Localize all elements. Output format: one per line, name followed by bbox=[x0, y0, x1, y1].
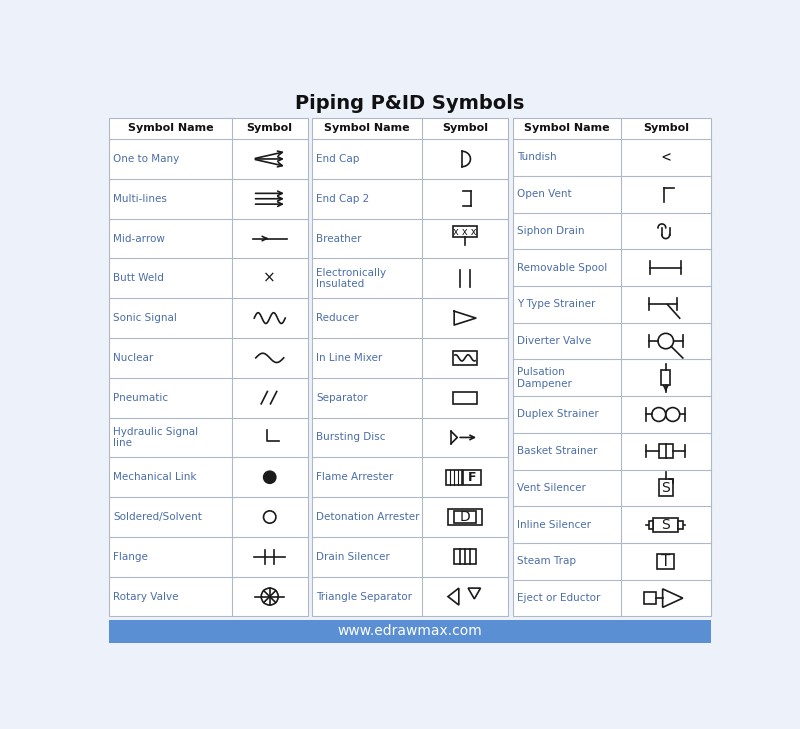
Text: One to Many: One to Many bbox=[113, 154, 179, 164]
Bar bbox=[654, 518, 678, 531]
Bar bbox=[678, 521, 682, 529]
Text: Inline Silencer: Inline Silencer bbox=[517, 520, 591, 530]
Text: Symbol Name: Symbol Name bbox=[324, 123, 410, 133]
Circle shape bbox=[263, 471, 276, 483]
Text: Siphon Drain: Siphon Drain bbox=[517, 226, 585, 236]
Text: S: S bbox=[662, 518, 670, 531]
Text: Basket Strainer: Basket Strainer bbox=[517, 446, 598, 456]
Text: Steam Trap: Steam Trap bbox=[517, 556, 576, 566]
Text: Y Type Strainer: Y Type Strainer bbox=[517, 300, 595, 309]
Text: Rotary Valve: Rotary Valve bbox=[113, 591, 178, 601]
Bar bbox=[446, 469, 462, 485]
Bar bbox=[110, 117, 308, 617]
Text: Triangle Separator: Triangle Separator bbox=[316, 591, 412, 601]
Text: Piping P&ID Symbols: Piping P&ID Symbols bbox=[295, 94, 525, 113]
Text: End Cap: End Cap bbox=[316, 154, 360, 164]
Text: Open Vent: Open Vent bbox=[517, 189, 571, 199]
Text: ×: × bbox=[263, 270, 276, 286]
Text: Breather: Breather bbox=[316, 233, 362, 243]
Text: Electronically
Insulated: Electronically Insulated bbox=[316, 268, 386, 289]
Text: Removable Spool: Removable Spool bbox=[517, 262, 607, 273]
Text: Mechanical Link: Mechanical Link bbox=[113, 472, 197, 482]
Text: In Line Mixer: In Line Mixer bbox=[316, 353, 382, 363]
Text: Duplex Strainer: Duplex Strainer bbox=[517, 410, 598, 419]
Text: Drain Silencer: Drain Silencer bbox=[316, 552, 390, 562]
Bar bbox=[658, 444, 673, 458]
Bar bbox=[448, 510, 482, 525]
Text: Multi-lines: Multi-lines bbox=[113, 194, 167, 203]
Text: Bursting Disc: Bursting Disc bbox=[316, 432, 386, 443]
Text: Separator: Separator bbox=[316, 393, 368, 402]
Text: Symbol: Symbol bbox=[442, 123, 488, 133]
Text: Soldered/Solvent: Soldered/Solvent bbox=[113, 512, 202, 522]
Text: S: S bbox=[662, 481, 670, 495]
Text: Reducer: Reducer bbox=[316, 313, 359, 323]
Text: Vent Silencer: Vent Silencer bbox=[517, 483, 586, 493]
Bar bbox=[513, 117, 710, 617]
Text: D: D bbox=[460, 510, 470, 524]
Text: Symbol Name: Symbol Name bbox=[128, 123, 214, 133]
Text: x x x: x x x bbox=[454, 227, 477, 237]
Text: Mid-arrow: Mid-arrow bbox=[113, 233, 165, 243]
Bar bbox=[110, 620, 710, 643]
Text: Flame Arrester: Flame Arrester bbox=[316, 472, 394, 482]
Bar bbox=[649, 521, 654, 529]
Bar bbox=[658, 554, 674, 569]
Text: Detonation Arrester: Detonation Arrester bbox=[316, 512, 420, 522]
Text: Diverter Valve: Diverter Valve bbox=[517, 336, 591, 346]
Text: Symbol: Symbol bbox=[642, 123, 689, 133]
Text: Flange: Flange bbox=[113, 552, 148, 562]
Bar bbox=[312, 117, 509, 617]
Bar bbox=[453, 391, 478, 404]
Text: Pneumatic: Pneumatic bbox=[113, 393, 168, 402]
Text: Symbol Name: Symbol Name bbox=[524, 123, 610, 133]
Text: Sonic Signal: Sonic Signal bbox=[113, 313, 177, 323]
Text: Tundish: Tundish bbox=[517, 152, 557, 163]
Bar bbox=[454, 549, 476, 564]
Text: <: < bbox=[661, 150, 670, 165]
Text: Hydraulic Signal
line: Hydraulic Signal line bbox=[113, 426, 198, 448]
Text: Nuclear: Nuclear bbox=[113, 353, 154, 363]
Text: Pulsation
Dampener: Pulsation Dampener bbox=[517, 367, 572, 389]
Bar bbox=[454, 226, 477, 237]
Bar bbox=[463, 469, 481, 485]
Text: Symbol: Symbol bbox=[246, 123, 293, 133]
Text: Butt Weld: Butt Weld bbox=[113, 273, 164, 284]
Bar bbox=[453, 351, 478, 364]
Text: www.edrawmax.com: www.edrawmax.com bbox=[338, 624, 482, 638]
Text: End Cap 2: End Cap 2 bbox=[316, 194, 370, 203]
Text: Eject or Eductor: Eject or Eductor bbox=[517, 593, 600, 603]
Text: F: F bbox=[468, 471, 476, 484]
Text: T: T bbox=[661, 554, 670, 569]
Bar bbox=[644, 592, 657, 604]
Bar bbox=[454, 511, 476, 523]
Bar bbox=[661, 370, 670, 386]
Bar bbox=[658, 480, 673, 496]
